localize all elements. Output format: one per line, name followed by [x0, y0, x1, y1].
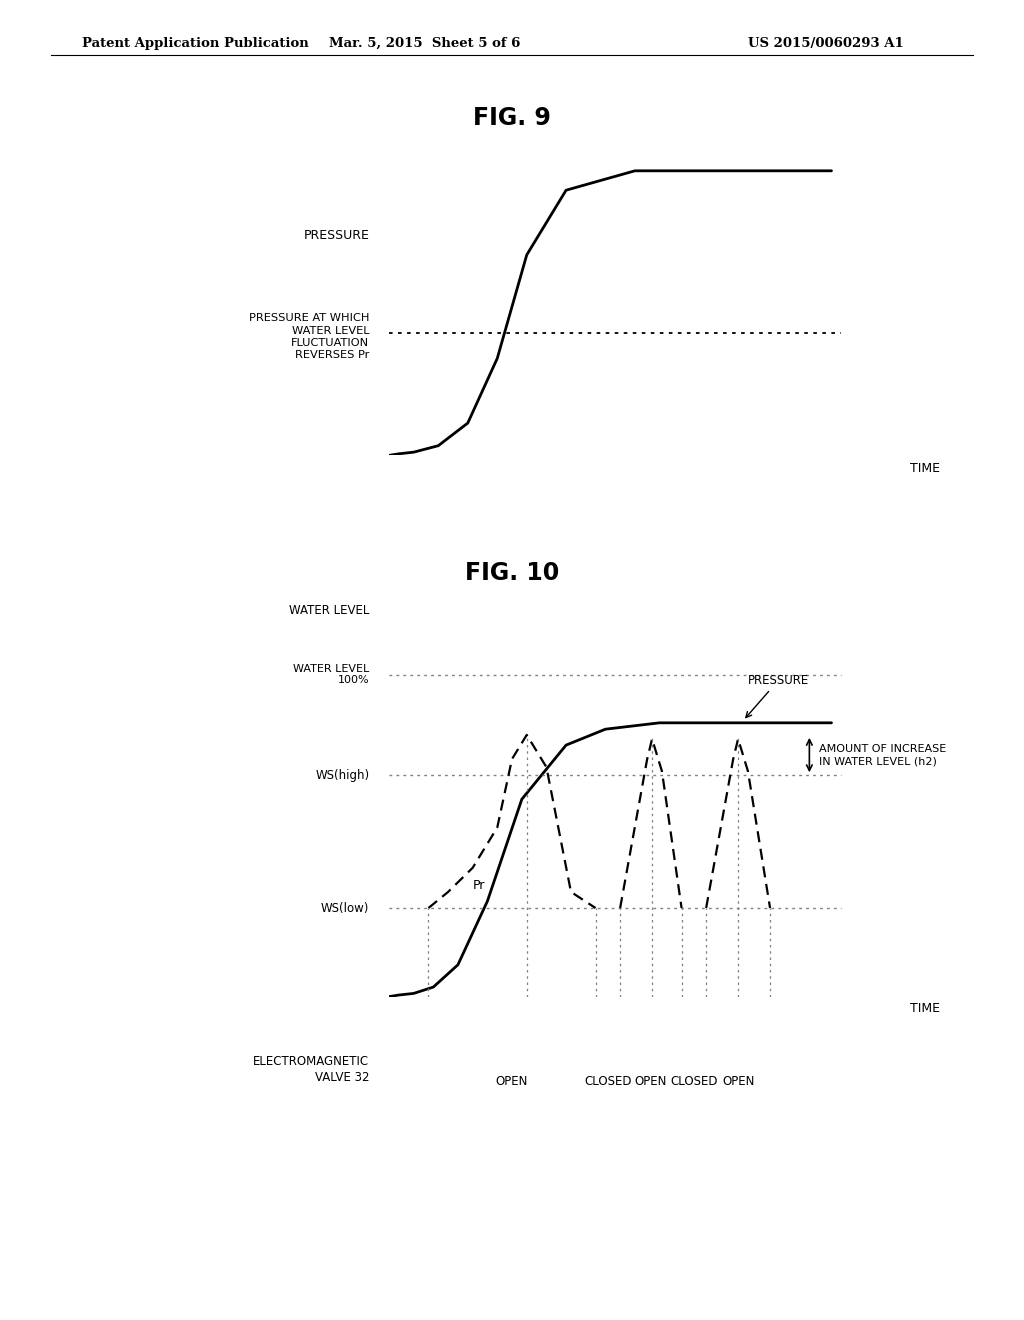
Text: WS(low): WS(low) [322, 902, 370, 915]
Text: Pr: Pr [473, 879, 485, 892]
Text: US 2015/0060293 A1: US 2015/0060293 A1 [748, 37, 903, 50]
Text: PRESSURE: PRESSURE [303, 228, 370, 242]
Text: ELECTROMAGNETIC
VALVE 32: ELECTROMAGNETIC VALVE 32 [253, 1055, 370, 1084]
Text: PRESSURE: PRESSURE [745, 673, 809, 718]
Text: OPEN: OPEN [635, 1074, 667, 1088]
Text: AMOUNT OF INCREASE
IN WATER LEVEL (h2): AMOUNT OF INCREASE IN WATER LEVEL (h2) [819, 744, 946, 766]
Text: TIME: TIME [910, 462, 940, 475]
Text: WATER LEVEL: WATER LEVEL [289, 603, 370, 616]
Text: Patent Application Publication: Patent Application Publication [82, 37, 308, 50]
Text: CLOSED: CLOSED [670, 1074, 718, 1088]
Text: OPEN: OPEN [722, 1074, 755, 1088]
Text: Mar. 5, 2015  Sheet 5 of 6: Mar. 5, 2015 Sheet 5 of 6 [330, 37, 520, 50]
Text: FIG. 9: FIG. 9 [473, 106, 551, 129]
Text: WATER LEVEL
100%: WATER LEVEL 100% [293, 664, 370, 685]
Text: FIG. 10: FIG. 10 [465, 561, 559, 585]
Text: TIME: TIME [910, 1002, 940, 1015]
Text: CLOSED: CLOSED [584, 1074, 632, 1088]
Text: OPEN: OPEN [496, 1074, 528, 1088]
Text: WS(high): WS(high) [315, 768, 370, 781]
Text: PRESSURE AT WHICH
WATER LEVEL
FLUCTUATION
REVERSES Pr: PRESSURE AT WHICH WATER LEVEL FLUCTUATIO… [249, 313, 370, 360]
